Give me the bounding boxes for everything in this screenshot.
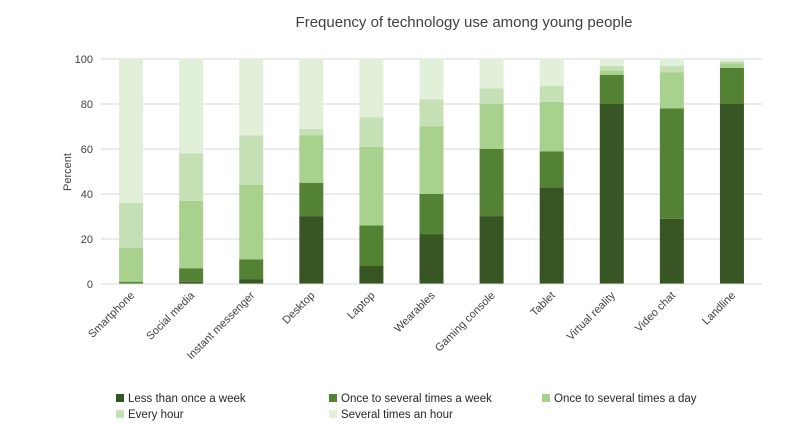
x-tick-label: Wearables [392,289,438,335]
legend-label: Once to several times a day [554,393,697,405]
x-tick-label: Social media [144,289,198,343]
bar-segment [599,70,624,75]
bar-segment [359,266,384,284]
bar-segment [599,59,624,66]
bar-segment [239,279,264,284]
x-tick-label: Tablet [529,290,558,319]
bars [119,59,744,284]
bar-segment [419,99,444,127]
bar-segment [179,200,204,269]
legend-label: Several times an hour [341,409,453,421]
x-tick-label: Smartphone [86,290,137,341]
x-tick-label: Laptop [345,290,377,322]
x-tick-label: Video chat [633,290,678,335]
legend-swatch [116,410,124,418]
x-tick-label: Desktop [280,290,317,327]
bar-segment [239,185,264,260]
bar-segment [419,126,444,194]
y-tick-label: 40 [81,189,93,201]
bar-segment [299,216,324,284]
bar-segment [659,218,684,284]
legend-label: Every hour [128,409,184,421]
bar-segment [539,101,564,152]
x-tick-label: Virtual reality [565,289,619,343]
legend-swatch [329,394,337,402]
bar-segment [179,153,204,201]
bar-segment [599,65,624,71]
bar-segment [119,203,144,248]
bar-segment [719,68,744,104]
bar-segment [119,281,144,284]
bar-segment [419,59,444,100]
bar-segment [659,108,684,219]
bar-segment [599,104,624,284]
x-tick-label: Landline [700,290,738,328]
y-tick-label: 100 [75,54,93,66]
bar-segment [599,74,624,104]
bar-segment [719,61,744,64]
bar-segment [539,86,564,102]
bar-segment [659,72,684,109]
y-tick-label: 60 [81,144,93,156]
bar-segment [359,59,384,118]
bar-segment [719,104,744,284]
bar-segment [479,88,504,104]
x-tick-label: Instant messenger [185,289,258,362]
y-tick-label: 80 [81,99,93,111]
legend-label: Once to several times a week [341,393,492,405]
bar-segment [239,259,264,280]
bar-segment [119,59,144,203]
bar-segment [299,182,324,217]
y-axis-label: Percent [62,153,74,191]
bar-segment [359,117,384,147]
chart-title: Frequency of technology use among young … [296,14,633,31]
bar-segment [479,104,504,149]
bar-segment [479,149,504,217]
bar-segment [539,187,564,284]
bar-segment [359,146,384,226]
legend: Less than once a week Once to several tim… [116,393,697,421]
y-tick-label: 0 [87,279,93,291]
bar-segment [239,59,264,136]
bar-segment [299,59,324,129]
bar-segment [719,59,744,62]
x-tick-label: Gaming console [433,290,498,355]
bar-segment [539,59,564,86]
legend-label: Less than once a week [128,393,246,405]
legend-swatch [116,394,124,402]
bar-segment [539,151,564,188]
bar-segment [239,135,264,185]
bar-segment [479,216,504,284]
legend-swatch [329,410,337,418]
bar-segment [419,234,444,284]
bar-segment [719,63,744,68]
bar-segment [419,194,444,235]
bar-segment [359,225,384,266]
y-tick-label: 20 [81,234,93,246]
bar-segment [659,59,684,66]
bar-segment [479,59,504,89]
y-axis-ticks: 0 20 40 60 80 100 [75,54,93,291]
bar-segment [659,65,684,73]
bar-segment [179,59,204,154]
legend-swatch [542,394,550,402]
bar-segment [299,128,324,136]
bar-segment [179,268,204,282]
bar-segment [119,248,144,282]
bar-segment [299,135,324,183]
bar-segment [179,281,204,284]
